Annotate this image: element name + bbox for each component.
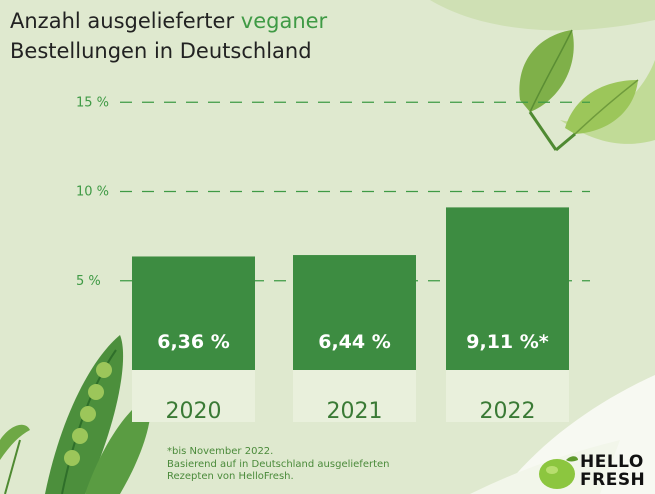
brush-stroke-top <box>430 0 655 31</box>
herb-icon <box>0 424 30 494</box>
brand-line2: FRESH <box>580 470 646 490</box>
chart-title: Anzahl ausgelieferter veganer Bestellung… <box>10 6 327 66</box>
brand-wordmark: HELLO FRESH <box>580 453 645 489</box>
data-label: 6,44 % <box>318 331 391 353</box>
footnote-line1: *bis November 2022. <box>167 446 274 457</box>
bar <box>293 255 416 370</box>
data-label: 6,36 % <box>157 331 230 353</box>
data-label: 9,11 %* <box>466 331 549 353</box>
footnote: *bis November 2022. Basierend auf in Deu… <box>167 446 390 484</box>
x-tick-label: 2021 <box>327 399 383 424</box>
title-line1-prefix: Anzahl ausgelieferter <box>10 9 235 33</box>
title-line2: Bestellungen in Deutschland <box>10 39 312 63</box>
title-line1-accent: veganer <box>240 9 328 33</box>
y-tick-label: 5 % <box>76 274 101 289</box>
category-band <box>446 370 569 422</box>
hellofresh-lime-logo-icon <box>539 456 578 489</box>
x-tick-label: 2020 <box>166 399 222 424</box>
leaf-icon-right <box>555 79 639 152</box>
bar <box>446 207 569 370</box>
bar <box>132 256 255 370</box>
leaf-icon-left <box>519 29 574 151</box>
footnote-line3: Rezepten von HelloFresh. <box>167 471 294 482</box>
category-band <box>293 370 416 422</box>
y-tick-label: 15 % <box>76 95 109 110</box>
white-brush-stroke <box>500 375 655 494</box>
y-tick-label: 10 % <box>76 185 109 200</box>
category-band <box>132 370 255 422</box>
brand-line1: HELLO <box>580 452 644 472</box>
footnote-line2: Basierend auf in Deutschland ausgeliefer… <box>167 458 390 470</box>
x-tick-label: 2022 <box>480 399 536 424</box>
